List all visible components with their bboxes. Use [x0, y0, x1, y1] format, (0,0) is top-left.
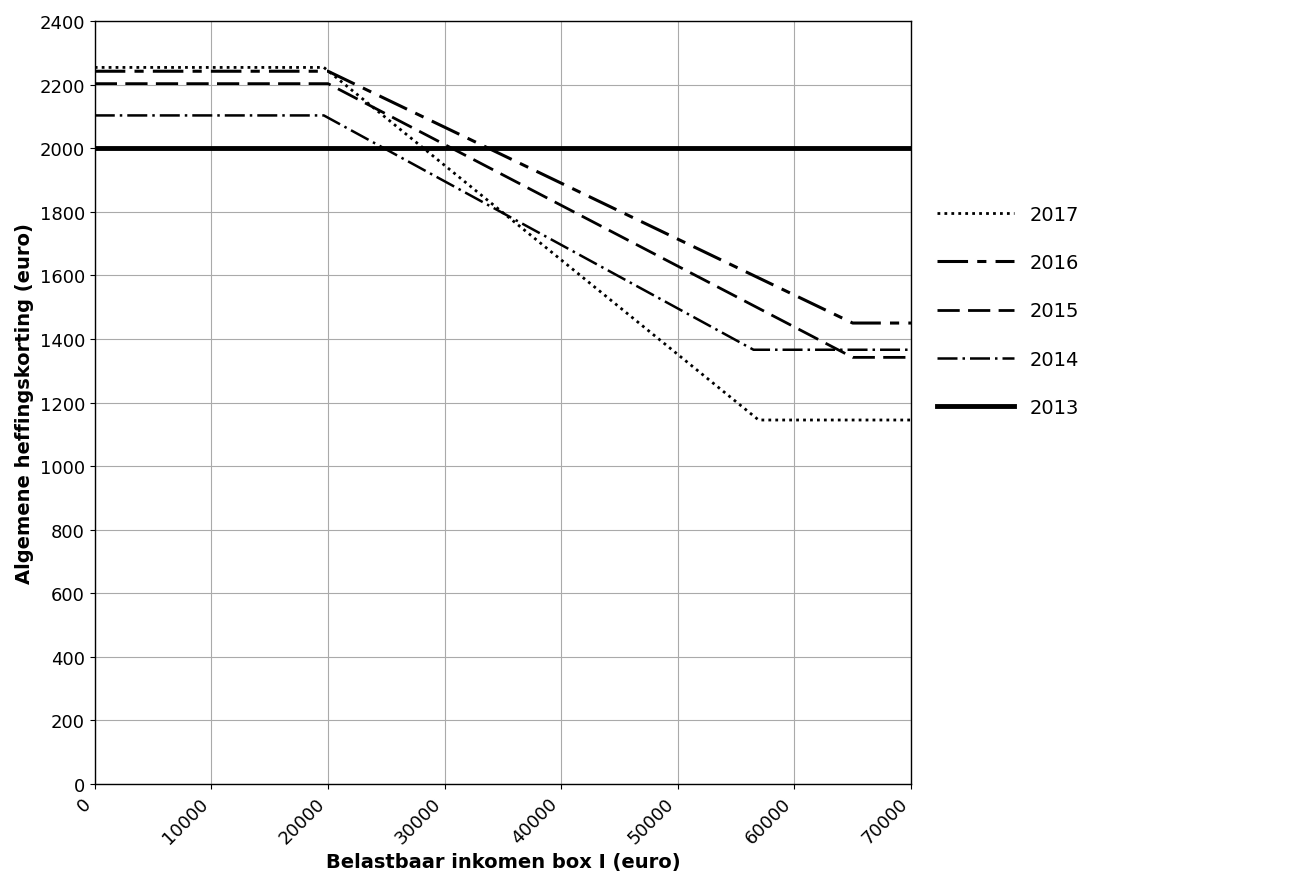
2015 [87, 79, 103, 89]
2015 [903, 353, 918, 363]
2015 [320, 79, 335, 89]
2014 [903, 345, 918, 355]
2016 [320, 66, 335, 77]
2017 [87, 63, 103, 74]
2016 [87, 66, 103, 77]
Line: 2016: 2016 [95, 72, 911, 323]
Line: 2014: 2014 [95, 116, 911, 350]
Line: 2017: 2017 [95, 68, 911, 421]
2016 [903, 318, 918, 329]
2014 [87, 111, 103, 121]
2017 [751, 416, 766, 426]
2017 [903, 416, 918, 426]
Line: 2015: 2015 [95, 84, 911, 358]
Y-axis label: Algemene heffingskorting (euro): Algemene heffingskorting (euro) [16, 223, 34, 583]
2016 [844, 318, 860, 329]
2015 [844, 353, 860, 363]
Legend: 2017, 2016, 2015, 2014, 2013: 2017, 2016, 2015, 2014, 2013 [929, 198, 1087, 425]
2014 [316, 111, 331, 121]
2017 [316, 63, 331, 74]
X-axis label: Belastbaar inkomen box I (euro): Belastbaar inkomen box I (euro) [326, 852, 681, 871]
2014 [746, 345, 761, 355]
